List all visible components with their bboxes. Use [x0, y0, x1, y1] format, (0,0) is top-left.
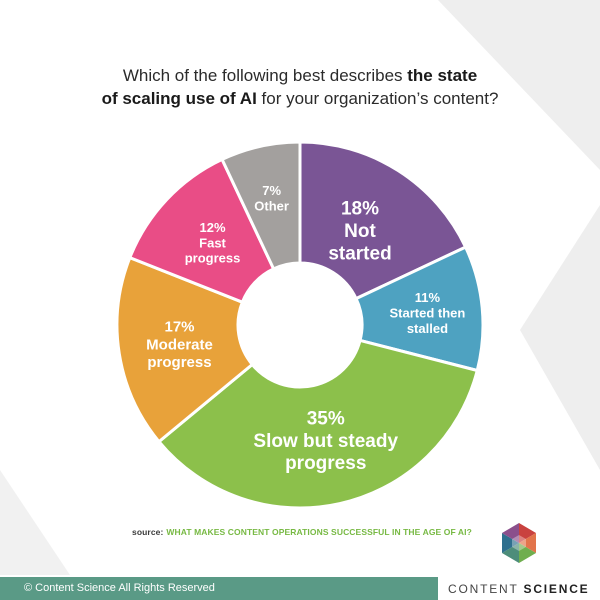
hexagon-logo-icon — [502, 523, 536, 563]
source-label: source: — [132, 527, 164, 537]
title-bold-text-2: of scaling use of AI — [101, 89, 257, 108]
data-label-slow-but-steady-progress: 35% Slow but steady progress — [253, 408, 398, 474]
brand-name-bold: SCIENCE — [523, 582, 590, 596]
bg-shape-right — [520, 205, 600, 470]
title-bold-text: the state — [407, 66, 478, 85]
data-label-moderate-progress: 17% Moderate progress — [146, 319, 213, 371]
source-note: source: WHAT MAKES CONTENT OPERATIONS SUC… — [132, 527, 472, 537]
title-text: Which of the following best describes — [122, 66, 408, 85]
slice-moderate-progress — [115, 255, 255, 444]
data-label-fast-progress: 12% Fast progress — [185, 220, 241, 266]
copyright-text: © Content Science All Rights Reserved — [24, 582, 215, 594]
bg-shape-top-right — [438, 0, 600, 170]
source-title: WHAT MAKES CONTENT OPERATIONS SUCCESSFUL… — [166, 527, 472, 537]
bg-shape-left — [0, 470, 70, 575]
chart-title: Which of the following best describes th… — [40, 64, 560, 110]
slice-slow-but-steady-progress — [156, 338, 480, 510]
slice-not-started — [298, 140, 468, 301]
brand-block: CONTENT SCIENCE — [438, 560, 600, 600]
brand-name-light: CONTENT — [448, 582, 519, 596]
title-text-2: for your organization’s content? — [256, 89, 499, 108]
slice-other — [220, 140, 302, 271]
data-label-not-started: 18% Not started — [328, 199, 391, 265]
data-label-other: 7% Other — [254, 183, 289, 213]
slice-started-then-stalled — [354, 245, 485, 373]
brand-name: CONTENT SCIENCE — [448, 582, 589, 596]
data-label-started-then-stalled: 11% Started then stalled — [390, 290, 466, 336]
